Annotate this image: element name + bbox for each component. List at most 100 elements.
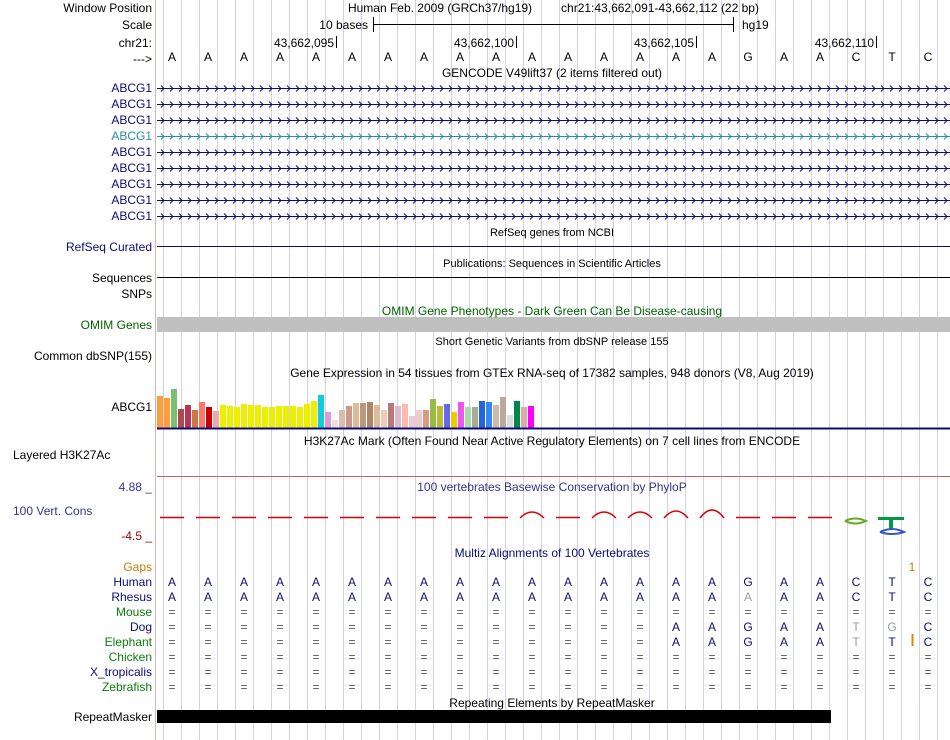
gtex-tissue-bar (367, 402, 373, 428)
gtex-tissue-bar (290, 406, 296, 428)
omim-label[interactable]: OMIM Genes (80, 318, 152, 332)
gencode-strand-arrows (160, 213, 948, 220)
aligned-base: A (167, 575, 176, 589)
aligned-base: T (852, 635, 860, 649)
aligned-base: = (636, 635, 644, 649)
aligned-base: = (672, 605, 680, 619)
gencode-transcript-label[interactable]: ABCG1 (111, 209, 152, 223)
reference-base: A (815, 50, 824, 64)
gtex-tissue-bar (409, 416, 415, 428)
gtex-tissue-bar (451, 412, 457, 428)
aligned-base: = (564, 605, 572, 619)
gtex-tissue-bar (479, 401, 485, 428)
reference-base: A (275, 50, 284, 64)
gtex-tissue-bar (437, 406, 443, 428)
aligned-base: = (384, 620, 392, 634)
dbsnp-label[interactable]: Common dbSNP(155) (33, 349, 152, 363)
aligned-base: = (600, 680, 608, 694)
gtex-tissue-bar (521, 407, 527, 428)
aligned-base: = (276, 680, 284, 694)
aligned-base: A (779, 575, 788, 589)
aligned-base: A (455, 590, 464, 604)
aligned-base: = (780, 650, 788, 664)
gtex-tissue-bar (465, 407, 471, 428)
aligned-base: G (743, 575, 753, 589)
chrom-label: chr21: (118, 36, 152, 50)
species-label[interactable]: Human (113, 575, 152, 589)
repeatmasker-label[interactable]: RepeatMasker (73, 710, 152, 724)
sequences-label[interactable]: Sequences (91, 271, 152, 285)
gtex-tissue-bar (458, 402, 464, 428)
aligned-base: A (347, 575, 356, 589)
aligned-base: = (312, 635, 320, 649)
gencode-transcript-label[interactable]: ABCG1 (111, 193, 152, 207)
gencode-strand-arrows (160, 149, 948, 156)
species-label[interactable]: Elephant (104, 635, 152, 649)
phylop-title: 100 vertebrates Basewise Conservation by… (417, 480, 687, 494)
aligned-base: = (168, 650, 176, 664)
gtex-tissue-bar (276, 406, 282, 428)
gencode-transcript-label[interactable]: ABCG1 (111, 177, 152, 191)
gencode-transcript-label[interactable]: ABCG1 (111, 129, 152, 143)
gencode-transcript-label[interactable]: ABCG1 (111, 145, 152, 159)
gencode-title[interactable]: GENCODE V49lift37 (2 items filtered out) (441, 66, 663, 80)
gencode-transcript-label[interactable]: ABCG1 (111, 81, 152, 95)
gencode-transcript-label[interactable]: ABCG1 (111, 97, 152, 111)
aligned-base: A (815, 635, 824, 649)
species-label[interactable]: Dog (129, 620, 152, 634)
aligned-base: = (276, 665, 284, 679)
gaps-label[interactable]: Gaps (123, 560, 152, 574)
snps-label[interactable]: SNPs (121, 287, 152, 301)
aligned-base: = (492, 620, 500, 634)
aligned-base: T (888, 635, 896, 649)
phylop-score-mark (627, 511, 653, 519)
species-label[interactable]: Zebrafish (101, 680, 152, 694)
aligned-base: A (311, 590, 320, 604)
aligned-base: = (168, 620, 176, 634)
h3k27ac-label[interactable]: Layered H3K27Ac (13, 448, 111, 462)
gtex-tissue-bar (388, 403, 394, 428)
species-label[interactable]: Rhesus (111, 590, 152, 604)
aligned-base: = (348, 680, 356, 694)
gtex-tissue-bar (500, 397, 506, 428)
aligned-base: = (888, 680, 896, 694)
aligned-base: = (276, 605, 284, 619)
coord-label-4: 43,662,110 (814, 36, 874, 50)
species-label[interactable]: Mouse (115, 605, 152, 619)
reference-base: C (851, 50, 861, 64)
gtex-label[interactable]: ABCG1 (111, 400, 152, 414)
aligned-base: = (492, 665, 500, 679)
gencode-strand-arrows (160, 165, 948, 172)
gtex-tissue-bar (297, 407, 303, 428)
aligned-base: = (348, 620, 356, 634)
species-label[interactable]: Chicken (108, 650, 152, 664)
aligned-base: = (348, 605, 356, 619)
aligned-base: = (816, 680, 824, 694)
aligned-base: A (491, 575, 500, 589)
aligned-base: = (924, 665, 932, 679)
gtex-tissue-bar (353, 403, 359, 428)
aligned-base: = (204, 605, 212, 619)
aligned-base: = (420, 680, 428, 694)
window-position-label: Window Position (63, 1, 152, 15)
gencode-transcript-label[interactable]: ABCG1 (111, 161, 152, 175)
species-label[interactable]: X_tropicalis (89, 665, 152, 679)
aligned-base: A (419, 590, 428, 604)
gencode-transcript-label[interactable]: ABCG1 (111, 113, 152, 127)
aligned-base: A (563, 590, 572, 604)
refseq-label[interactable]: RefSeq Curated (65, 240, 152, 254)
gtex-tissue-bar (269, 407, 275, 428)
phylop-label[interactable]: 100 Vert. Cons (13, 504, 93, 518)
gtex-tissue-bar (346, 406, 352, 428)
gtex-tissue-bar (164, 398, 170, 428)
aligned-base: A (311, 575, 320, 589)
aligned-base: A (383, 575, 392, 589)
gtex-tissue-bar (283, 406, 289, 428)
gencode-strand-arrows (160, 197, 948, 204)
aligned-base: = (744, 650, 752, 664)
reference-base: A (599, 50, 608, 64)
aligned-base: = (924, 650, 932, 664)
aligned-base: = (852, 665, 860, 679)
